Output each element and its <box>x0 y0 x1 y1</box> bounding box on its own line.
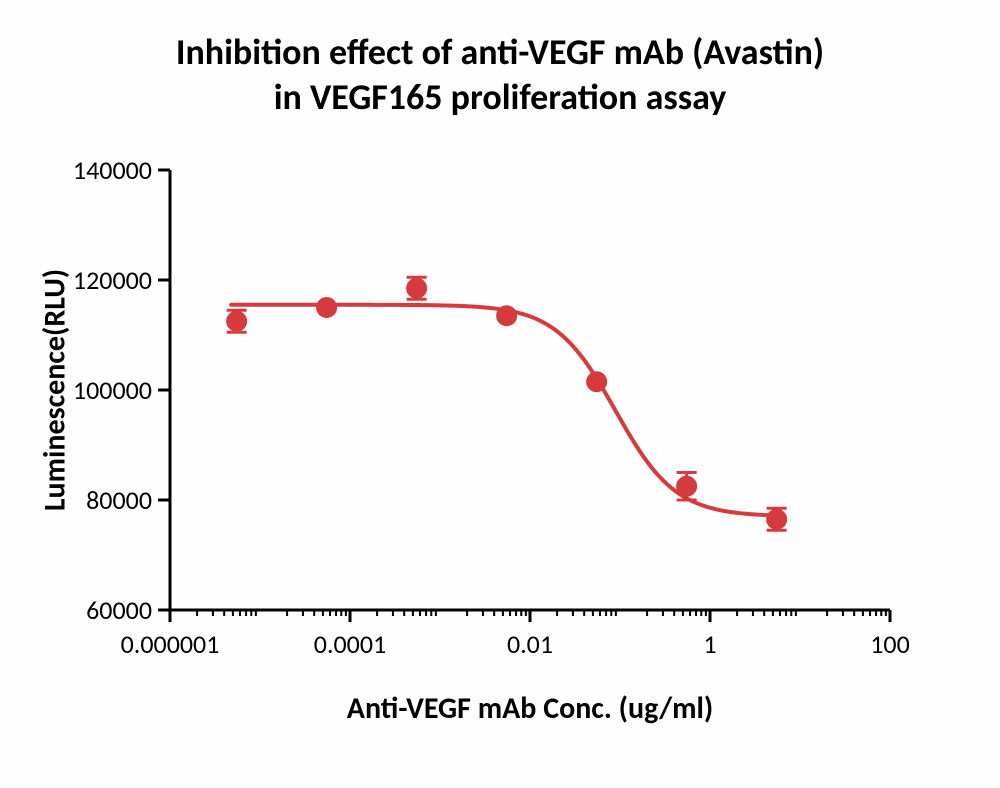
y-tick-label: 60000 <box>86 594 152 626</box>
plot-svg <box>170 170 890 610</box>
title-line-2: in VEGF165 proliferation assay <box>274 75 727 119</box>
x-tick-label: 0.01 <box>460 628 600 660</box>
x-tick-label: 0.0001 <box>280 628 420 660</box>
data-point <box>767 509 787 529</box>
y-axis-label: Luminescence(RLU) <box>37 269 74 511</box>
y-tick-label: 120000 <box>73 264 152 296</box>
x-tick-label: 1 <box>640 628 780 660</box>
data-point <box>317 298 337 318</box>
title-line-1: Inhibition effect of anti-VEGF mAb (Avas… <box>176 30 824 74</box>
y-tick-label: 80000 <box>86 484 152 516</box>
data-point <box>677 476 697 496</box>
fit-curve <box>231 305 782 516</box>
x-axis-label: Anti-VEGF mAb Conc. (ug/ml) <box>170 690 890 727</box>
data-point <box>227 311 247 331</box>
data-point <box>497 306 517 326</box>
plot-area <box>170 170 890 610</box>
data-point <box>587 372 607 392</box>
y-tick-label: 100000 <box>73 374 152 406</box>
y-tick-label: 140000 <box>73 154 152 186</box>
chart-title: Inhibition effect of anti-VEGF mAb (Avas… <box>0 30 1000 120</box>
x-tick-label: 100 <box>820 628 960 660</box>
x-tick-label: 0.000001 <box>100 628 240 660</box>
data-point <box>407 278 427 298</box>
